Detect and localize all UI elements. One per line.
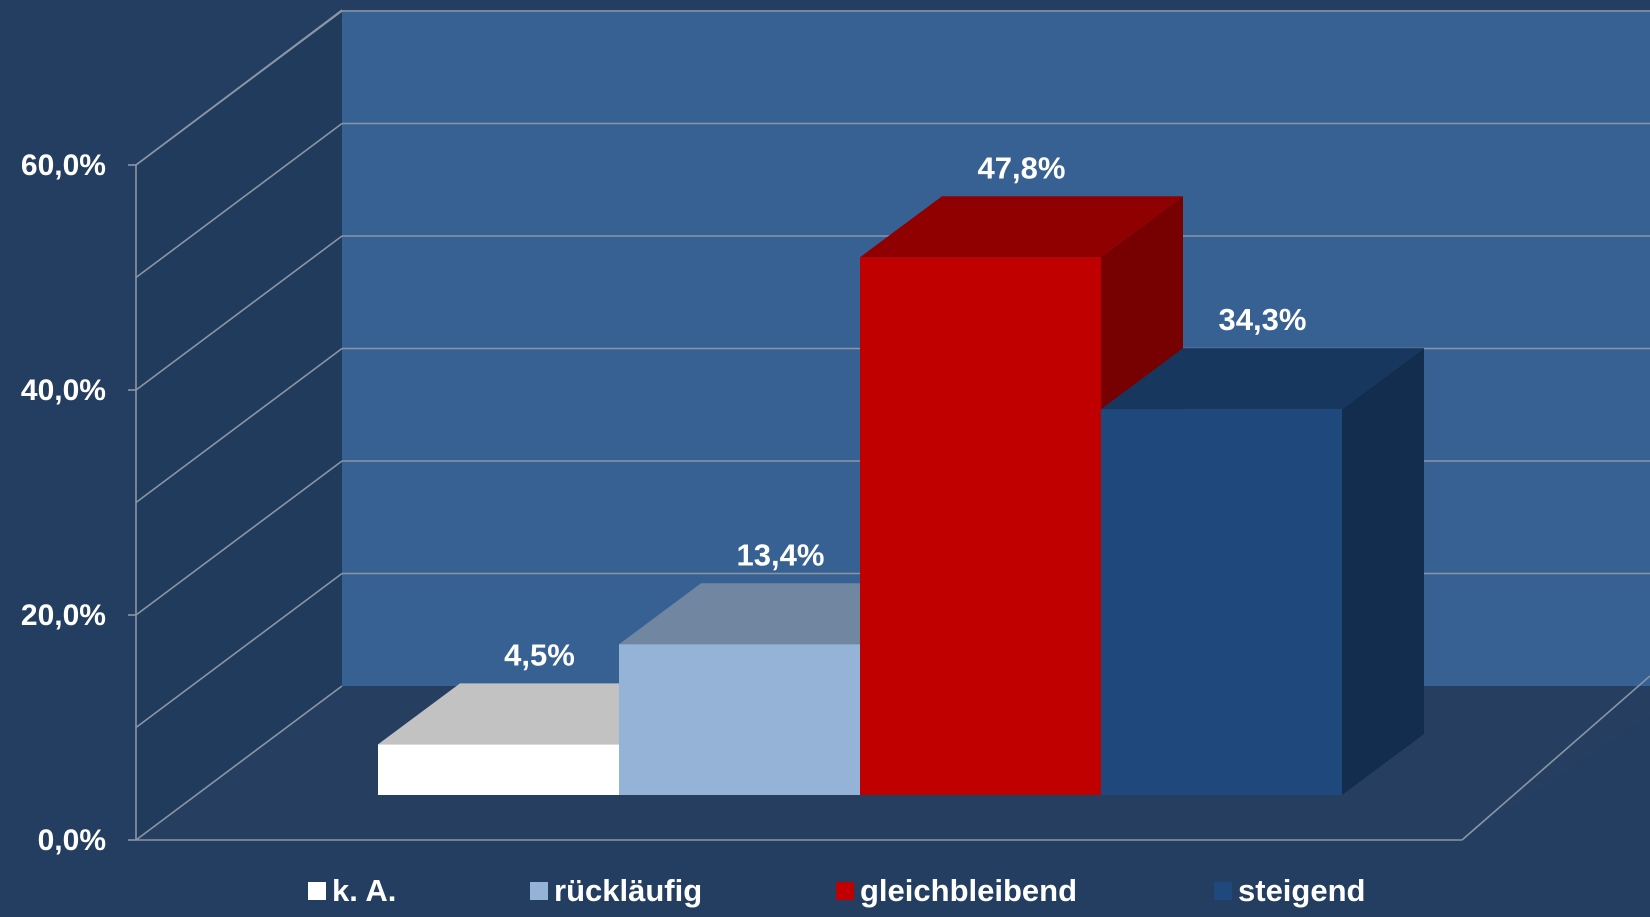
bar-value-label: 4,5% <box>504 637 575 672</box>
bar-front <box>860 257 1101 795</box>
legend-label: gleichbleibend <box>860 873 1078 908</box>
gridline-side <box>135 460 343 616</box>
gridline-side <box>135 572 343 729</box>
y-tick-label: 20,0% <box>21 599 106 632</box>
bar <box>1101 348 1424 795</box>
bar-front <box>1101 409 1342 795</box>
gridline-side <box>135 122 343 279</box>
bars <box>378 196 1424 795</box>
bar-front <box>378 744 619 795</box>
y-tick-label: 40,0% <box>21 374 106 407</box>
legend-label: steigend <box>1238 873 1366 908</box>
legend: k. A. rückläufig gleichbleibend steigend <box>0 870 1650 912</box>
data-labels: 4,5% 13,4% 47,8% 34,3% <box>504 150 1306 672</box>
y-tick-label: 0,0% <box>38 824 106 857</box>
legend-item: rückläufig <box>530 870 702 912</box>
legend-item: k. A. <box>308 870 396 912</box>
legend-item: steigend <box>1214 870 1365 912</box>
gridline-side <box>135 235 343 391</box>
floor-right-edge <box>1461 675 1650 841</box>
bar-value-label: 13,4% <box>737 537 825 572</box>
y-tick-label: 60,0% <box>21 149 106 182</box>
floor-side-edge <box>135 685 343 841</box>
legend-swatch <box>308 882 326 900</box>
legend-swatch <box>530 882 548 900</box>
legend-swatch <box>1214 882 1232 900</box>
y-axis: 0,0% 20,0% 40,0% 60,0% <box>21 149 137 857</box>
legend-label: k. A. <box>332 873 397 908</box>
side-top-edge <box>135 9 343 166</box>
bar-side <box>1342 348 1424 795</box>
bar-front <box>619 644 860 795</box>
gridline-side <box>135 347 343 504</box>
legend-item: gleichbleibend <box>836 870 1077 912</box>
bar-value-label: 47,8% <box>978 150 1066 185</box>
legend-swatch <box>836 882 854 900</box>
bar-top <box>860 196 1183 258</box>
bar-value-label: 34,3% <box>1219 302 1307 337</box>
bar-top <box>1101 348 1424 410</box>
legend-label: rückläufig <box>554 873 703 908</box>
